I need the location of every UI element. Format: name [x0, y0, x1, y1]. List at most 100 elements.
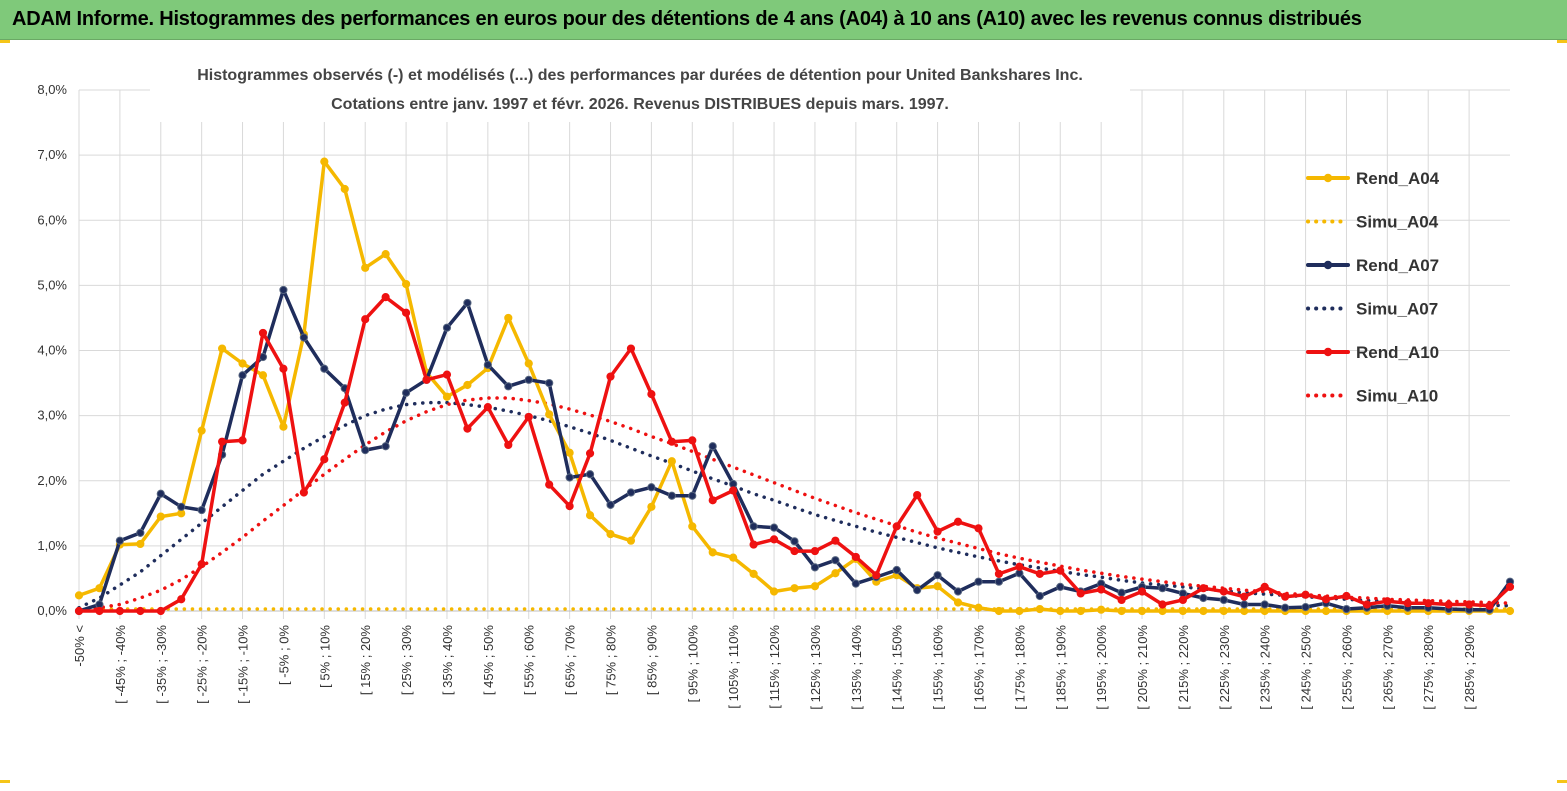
data-point-rend-a07	[156, 489, 165, 498]
x-tick-label: [ -5% ; 0%	[276, 625, 291, 685]
data-point-rend-a04	[74, 591, 84, 600]
x-tick-label: [ 85% ; 90%	[644, 625, 659, 696]
data-point-rend-a07	[1260, 600, 1269, 609]
data-point-rend-a10	[1178, 595, 1188, 605]
data-point-rend-a04	[1505, 606, 1515, 616]
data-point-rend-a07	[933, 571, 942, 580]
data-point-rend-a07	[831, 556, 840, 565]
data-point-rend-a10	[483, 403, 492, 412]
x-tick-label: -50% <	[72, 625, 87, 667]
data-point-rend-a10	[851, 552, 860, 562]
data-point-rend-a04	[585, 511, 595, 520]
data-point-rend-a10	[442, 370, 452, 379]
legend-label-simu-a10: Simu_A10	[1356, 387, 1438, 406]
data-point-rend-a07	[1199, 593, 1208, 603]
data-point-rend-a04	[1178, 606, 1188, 616]
data-point-rend-a07	[442, 323, 452, 332]
data-point-rend-a10	[1199, 584, 1208, 593]
data-point-rend-a04	[258, 371, 268, 380]
data-point-rend-a10	[1465, 600, 1474, 609]
data-point-rend-a10	[422, 375, 431, 384]
data-point-rend-a10	[831, 536, 840, 545]
x-tick-label: [ -25% ; -20%	[195, 625, 210, 704]
x-tick-label: [ -35% ; -30%	[154, 625, 169, 704]
data-point-rend-a10	[769, 535, 779, 544]
data-point-rend-a07	[953, 587, 963, 596]
data-point-rend-a07	[197, 505, 206, 515]
legend: Rend_A04 Simu_A04 Rend_A07 Simu_A07 Rend_A10…	[1306, 169, 1440, 406]
y-tick-label: 3,0%	[37, 408, 67, 423]
data-point-rend-a07	[483, 360, 492, 369]
legend-label-rend-a04: Rend_A04	[1356, 169, 1440, 188]
data-point-rend-a07	[381, 442, 390, 451]
data-point-rend-a10	[1137, 587, 1147, 596]
y-tick-label: 5,0%	[37, 277, 67, 292]
data-point-rend-a10	[913, 490, 922, 500]
data-point-rend-a10	[115, 606, 124, 616]
data-point-rend-a10	[1240, 592, 1249, 601]
histogram-chart: 0,0% 1,0% 2,0% 3,0% 4,0% 5,0% 6,0% 7,0% 8,0% -50%…	[37, 60, 1515, 710]
legend-marker-rend-a04	[1323, 173, 1333, 183]
data-point-rend-a04	[1035, 604, 1044, 614]
data-point-rend-a07	[1117, 588, 1126, 597]
data-point-rend-a10	[953, 517, 963, 526]
data-point-rend-a10	[524, 412, 533, 422]
series	[74, 157, 1515, 616]
data-point-rend-a04	[463, 380, 472, 390]
chart-title-line-2: Cotations entre janv. 1997 et févr. 2026…	[331, 96, 949, 113]
x-tick-label: [ 25% ; 30%	[399, 625, 414, 696]
corner-accent-bottom-left	[0, 780, 10, 783]
data-point-rend-a04	[708, 548, 717, 557]
data-point-rend-a07	[565, 473, 574, 482]
data-point-rend-a04	[688, 522, 697, 531]
chart-title-background	[150, 60, 1130, 122]
x-tick-label: [ 235% ; 240%	[1258, 625, 1273, 710]
data-point-rend-a04	[197, 426, 206, 435]
data-point-rend-a10	[1035, 569, 1044, 578]
data-point-rend-a07	[851, 579, 860, 588]
data-point-rend-a07	[626, 488, 636, 497]
data-point-rend-a10	[340, 398, 349, 407]
data-point-rend-a04	[729, 553, 738, 562]
data-point-rend-a10	[1485, 601, 1494, 610]
data-point-rend-a04	[1056, 606, 1065, 616]
data-point-rend-a10	[1015, 562, 1024, 571]
data-point-rend-a10	[606, 372, 615, 381]
data-point-rend-a04	[974, 603, 983, 612]
data-point-rend-a10	[463, 424, 472, 433]
data-point-rend-a07	[1035, 591, 1044, 601]
data-point-rend-a04	[790, 584, 799, 593]
corner-accent-bottom-right	[1557, 780, 1567, 783]
x-tick-label: [ 205% ; 210%	[1135, 625, 1150, 710]
x-tick-label: [ 95% ; 100%	[685, 625, 700, 703]
x-tick-label: [ 155% ; 160%	[931, 625, 946, 710]
data-point-rend-a04	[667, 457, 676, 466]
data-point-rend-a10	[1403, 599, 1412, 608]
corner-accent-top-left	[0, 40, 10, 43]
data-point-rend-a07	[1219, 595, 1228, 605]
data-point-rend-a04	[156, 512, 165, 521]
data-point-rend-a10	[156, 606, 165, 616]
data-point-rend-a10	[1158, 600, 1167, 609]
data-point-rend-a04	[218, 344, 227, 353]
data-point-rend-a10	[1321, 595, 1331, 604]
y-tick-label: 8,0%	[37, 82, 67, 97]
data-point-rend-a04	[1199, 606, 1208, 616]
y-tick-label: 2,0%	[37, 473, 67, 488]
data-point-rend-a04	[831, 569, 840, 578]
data-point-rend-a04	[749, 569, 758, 578]
y-tick-label: 1,0%	[37, 538, 67, 553]
data-point-rend-a10	[299, 488, 308, 497]
data-point-rend-a10	[1076, 589, 1085, 598]
data-point-rend-a07	[177, 502, 186, 511]
data-point-rend-a07	[1240, 600, 1249, 609]
data-point-rend-a10	[994, 569, 1004, 578]
data-point-rend-a04	[1321, 606, 1331, 616]
grid	[78, 89, 1510, 619]
x-tick-label: [ 255% ; 260%	[1339, 625, 1354, 710]
data-point-rend-a07	[749, 522, 758, 531]
x-tick-label: [ 55% ; 60%	[522, 625, 537, 696]
y-tick-label: 0,0%	[37, 603, 67, 618]
x-tick-label: [ 5% ; 10%	[317, 625, 332, 688]
data-point-rend-a07	[361, 446, 370, 455]
